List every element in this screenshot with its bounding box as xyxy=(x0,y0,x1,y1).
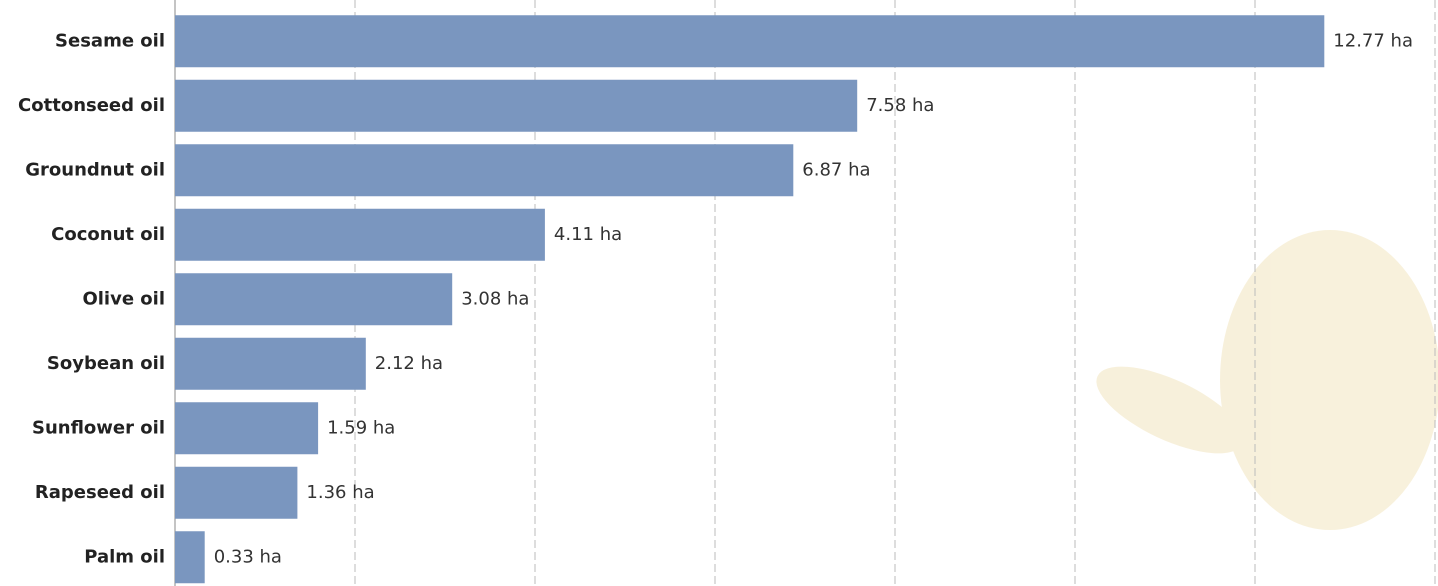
watermark-leaf xyxy=(1096,366,1244,454)
bar xyxy=(175,337,366,390)
bar xyxy=(175,402,319,455)
bar xyxy=(175,144,794,197)
value-label: 7.58 ha xyxy=(866,95,934,116)
watermark-shape xyxy=(1220,230,1438,530)
category-label: Sunflower oil xyxy=(32,417,165,438)
value-label: 12.77 ha xyxy=(1333,30,1413,51)
bar xyxy=(175,15,1325,68)
bar xyxy=(175,79,858,132)
value-label: 1.36 ha xyxy=(306,482,374,503)
category-label: Rapeseed oil xyxy=(35,482,165,503)
category-label: Sesame oil xyxy=(55,30,165,51)
value-label: 4.11 ha xyxy=(554,224,622,245)
category-label: Olive oil xyxy=(82,288,165,309)
value-label: 6.87 ha xyxy=(802,159,870,180)
value-label: 1.59 ha xyxy=(327,417,395,438)
bar xyxy=(175,273,453,326)
bar xyxy=(175,466,298,519)
category-label: Cottonseed oil xyxy=(18,95,165,116)
category-label: Soybean oil xyxy=(47,353,165,374)
bar xyxy=(175,531,205,584)
category-label: Coconut oil xyxy=(51,224,165,245)
category-label: Palm oil xyxy=(84,546,165,567)
value-label: 3.08 ha xyxy=(461,288,529,309)
bar xyxy=(175,208,545,261)
value-label: 2.12 ha xyxy=(375,353,443,374)
watermark xyxy=(1096,230,1438,530)
category-label: Groundnut oil xyxy=(25,159,165,180)
value-label: 0.33 ha xyxy=(214,546,282,567)
